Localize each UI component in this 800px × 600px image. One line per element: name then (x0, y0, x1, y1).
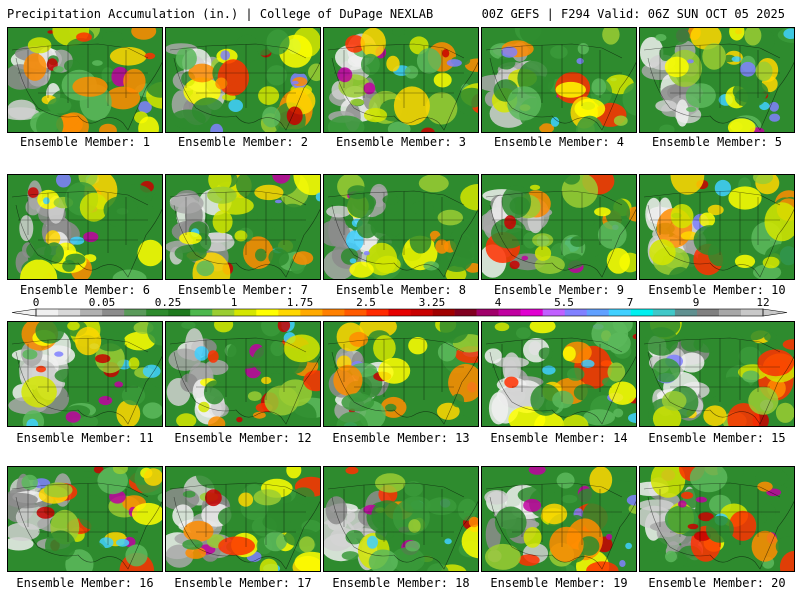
colorbar-swatch (542, 309, 566, 316)
colorbar-swatch (520, 309, 543, 316)
ensemble-map-12 (165, 321, 321, 427)
member-label-15: Ensemble Member: 15 (648, 431, 786, 445)
colorbar-tick-label: 7 (627, 296, 634, 309)
colorbar-swatch (234, 309, 257, 316)
colorbar-swatch (256, 309, 279, 316)
colorbar-tick-label: 3.25 (419, 296, 446, 309)
member-label-17: Ensemble Member: 17 (174, 576, 312, 590)
member-label-10: Ensemble Member: 10 (648, 283, 786, 297)
colorbar-tick-label: 4 (495, 296, 502, 309)
colorbar-swatch (212, 309, 235, 316)
colorbar-swatch (80, 309, 103, 316)
colorbar-swatch (476, 309, 499, 316)
colorbar-tick-label: 0 (33, 296, 40, 309)
colorbar-swatch (652, 309, 676, 316)
ensemble-map-5 (639, 27, 795, 133)
ensemble-map-8 (323, 174, 479, 280)
colorbar-swatch (586, 309, 610, 316)
colorbar-tick-label: 1 (231, 296, 238, 309)
member-label-13: Ensemble Member: 13 (332, 431, 470, 445)
ensemble-map-10 (639, 174, 795, 280)
member-label-2: Ensemble Member: 2 (177, 135, 309, 149)
member-label-7: Ensemble Member: 7 (177, 283, 309, 297)
member-label-4: Ensemble Member: 4 (493, 135, 625, 149)
colorbar-swatch (36, 309, 59, 316)
member-label-11: Ensemble Member: 11 (16, 431, 154, 445)
ensemble-map-4 (481, 27, 637, 133)
colorbar-tick-label: 9 (693, 296, 700, 309)
colorbar-tick-label: 1.75 (287, 296, 314, 309)
ensemble-map-2 (165, 27, 321, 133)
member-label-20: Ensemble Member: 20 (648, 576, 786, 590)
ensemble-map-11 (7, 321, 163, 427)
colorbar-tick-label: 12 (756, 296, 769, 309)
colorbar-swatch (674, 309, 698, 316)
run-info: 00Z GEFS | F294 Valid: 06Z SUN OCT 05 20… (481, 7, 785, 21)
colorbar-swatch (102, 309, 125, 316)
member-label-5: Ensemble Member: 5 (651, 135, 783, 149)
member-label-3: Ensemble Member: 3 (335, 135, 467, 149)
colorbar-swatch (344, 309, 367, 316)
colorbar-right-arrow (762, 308, 788, 317)
colorbar-swatch (190, 309, 213, 316)
member-label-9: Ensemble Member: 9 (493, 283, 625, 297)
ensemble-map-19 (481, 466, 637, 572)
ensemble-map-9 (481, 174, 637, 280)
ensemble-map-6 (7, 174, 163, 280)
colorbar-swatch (58, 309, 81, 316)
precip-colorbar: 0 0.05 0.25 1 1.75 2.5 3.25 4 5.5 7 9 12 (11, 296, 788, 317)
ensemble-map-15 (639, 321, 795, 427)
page-title: Precipitation Accumulation (in.) | Colle… (7, 7, 434, 21)
member-label-6: Ensemble Member: 6 (19, 283, 151, 297)
colorbar-swatch (718, 309, 742, 316)
colorbar-swatch (124, 309, 147, 316)
ensemble-map-17 (165, 466, 321, 572)
member-label-18: Ensemble Member: 18 (332, 576, 470, 590)
ensemble-map-13 (323, 321, 479, 427)
ensemble-map-1 (7, 27, 163, 133)
colorbar-tick-label: 0.05 (89, 296, 116, 309)
colorbar-swatch (366, 309, 389, 316)
member-label-12: Ensemble Member: 12 (174, 431, 312, 445)
colorbar-tick-label: 5.5 (554, 296, 574, 309)
ensemble-map-3 (323, 27, 479, 133)
member-label-1: Ensemble Member: 1 (19, 135, 151, 149)
colorbar-swatch (630, 309, 654, 316)
ensemble-map-14 (481, 321, 637, 427)
colorbar-swatch (432, 309, 455, 316)
colorbar-swatch (300, 309, 323, 316)
colorbar-swatch (696, 309, 720, 316)
colorbar-swatch (454, 309, 477, 316)
colorbar-swatch (388, 309, 411, 316)
colorbar-swatch (608, 309, 632, 316)
ensemble-map-7 (165, 174, 321, 280)
member-label-14: Ensemble Member: 14 (490, 431, 628, 445)
colorbar-swatch (410, 309, 433, 316)
colorbar-swatch (498, 309, 521, 316)
colorbar-swatch (740, 309, 764, 316)
colorbar-left-arrow (11, 308, 37, 317)
ensemble-map-20 (639, 466, 795, 572)
member-label-19: Ensemble Member: 19 (490, 576, 628, 590)
member-label-16: Ensemble Member: 16 (16, 576, 154, 590)
colorbar-swatch (322, 309, 345, 316)
colorbar-swatch (564, 309, 588, 316)
member-label-8: Ensemble Member: 8 (335, 283, 467, 297)
colorbar-swatch (146, 309, 169, 316)
colorbar-swatch (168, 309, 191, 316)
colorbar-tick-label: 0.25 (155, 296, 182, 309)
ensemble-map-16 (7, 466, 163, 572)
colorbar-tick-label: 2.5 (356, 296, 376, 309)
ensemble-map-18 (323, 466, 479, 572)
colorbar-swatch (278, 309, 301, 316)
